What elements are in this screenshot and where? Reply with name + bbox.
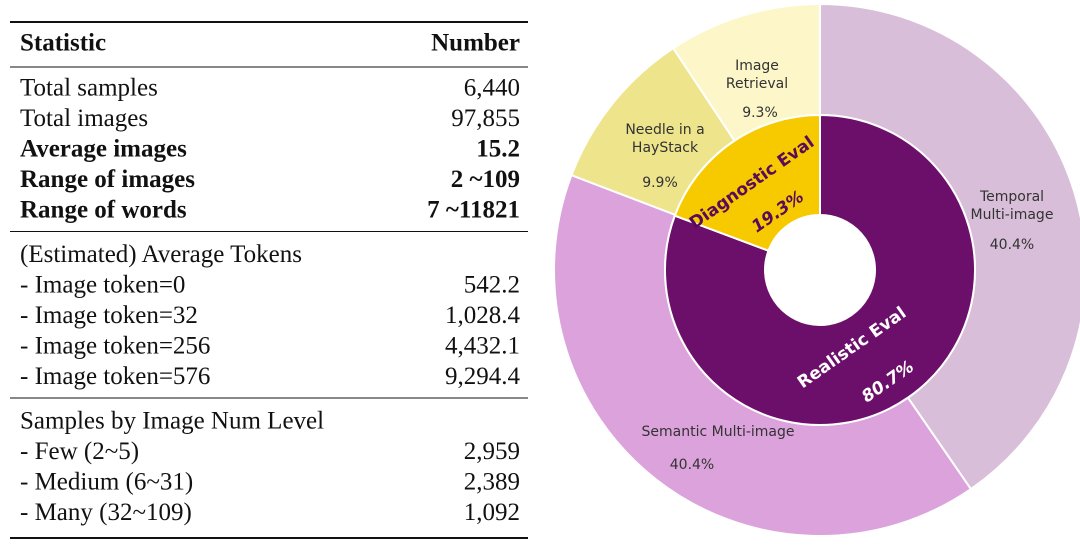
segment-name: HayStack: [632, 140, 699, 156]
row-value: 2,389: [464, 469, 520, 496]
segment-name: Semantic Multi-image: [642, 424, 795, 440]
inner-segment: [664, 113, 976, 426]
row-value: 15.2: [476, 136, 520, 163]
row-label: - Image token=576: [20, 363, 210, 390]
row-label: Total samples: [20, 75, 158, 102]
row-value: 4,432.1: [445, 333, 520, 360]
row-value: 6,440: [464, 75, 520, 102]
row-label: Average images: [20, 136, 187, 163]
segment-name: Temporal: [979, 189, 1044, 205]
row-value: 97,855: [451, 105, 520, 132]
segment-name: Needle in a: [625, 122, 704, 138]
segment-name: Multi-image: [971, 207, 1054, 223]
row-label: Range of words: [20, 197, 187, 224]
row-label: - Image token=256: [20, 333, 210, 360]
row-value: 1,092: [464, 499, 520, 526]
row-value: 9,294.4: [445, 363, 521, 390]
row-value: 1,028.4: [445, 302, 521, 329]
row-label: (Estimated) Average Tokens: [20, 241, 302, 268]
row-label: - Few (2~5): [20, 438, 139, 465]
row-label: Total images: [20, 105, 148, 132]
row-label: Samples by Image Num Level: [20, 408, 324, 435]
segment-name: Image: [735, 58, 779, 74]
row-label: - Medium (6~31): [20, 469, 193, 496]
row-value: 2,959: [464, 438, 520, 465]
segment-name: Retrieval: [726, 76, 788, 92]
inner-segment: [673, 113, 821, 253]
row-value: 542.2: [464, 272, 520, 299]
row-label: - Many (32~109): [20, 499, 192, 526]
row-label: Range of images: [20, 166, 195, 193]
row-label: - Image token=0: [20, 272, 185, 299]
row-value: 7 ~11821: [427, 197, 520, 224]
row-label: - Image token=32: [20, 302, 198, 329]
header-cell: Number: [431, 30, 520, 57]
segment-value: 40.4%: [990, 237, 1034, 253]
segment-value: 9.9%: [642, 175, 678, 191]
row-value: 2 ~109: [451, 166, 520, 193]
segment-value: 9.3%: [742, 105, 778, 121]
segment-value: 40.4%: [670, 457, 714, 473]
header-cell: Statistic: [20, 30, 106, 57]
